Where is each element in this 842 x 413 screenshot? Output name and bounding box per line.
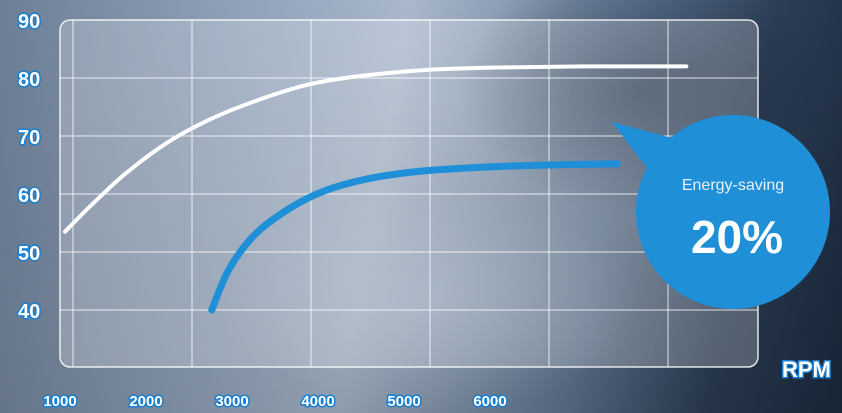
y-axis-ticks: 40 50 60 70 80 90: [17, 10, 42, 325]
x-tick-label: 2000: [129, 393, 162, 410]
x-tick-label: 3000: [215, 393, 248, 410]
callout-bubble: [636, 115, 830, 309]
series-line-blue: [208, 160, 621, 314]
x-tick-label: 1000: [43, 393, 76, 410]
y-tick-label: 90: [18, 11, 40, 33]
callout-value: 20%: [691, 211, 783, 263]
callout-label: Energy-saving: [682, 177, 784, 194]
y-tick-label: 40: [18, 301, 40, 323]
x-tick-label: 4000: [301, 393, 334, 410]
energy-saving-callout: Energy-saving 20%: [612, 115, 830, 309]
y-tick-label: 50: [18, 243, 40, 265]
series-group: [63, 64, 689, 314]
x-tick-label: 6000: [473, 393, 506, 410]
y-tick-label: 70: [18, 127, 40, 149]
x-tick-label: 5000: [387, 393, 420, 410]
x-axis-ticks: 1000 2000 3000 4000 5000 6000: [42, 392, 508, 412]
y-tick-label: 60: [18, 185, 40, 207]
series-line-white: [63, 64, 689, 234]
y-tick-label: 80: [18, 69, 40, 91]
x-axis-label: RPM: [782, 357, 831, 382]
